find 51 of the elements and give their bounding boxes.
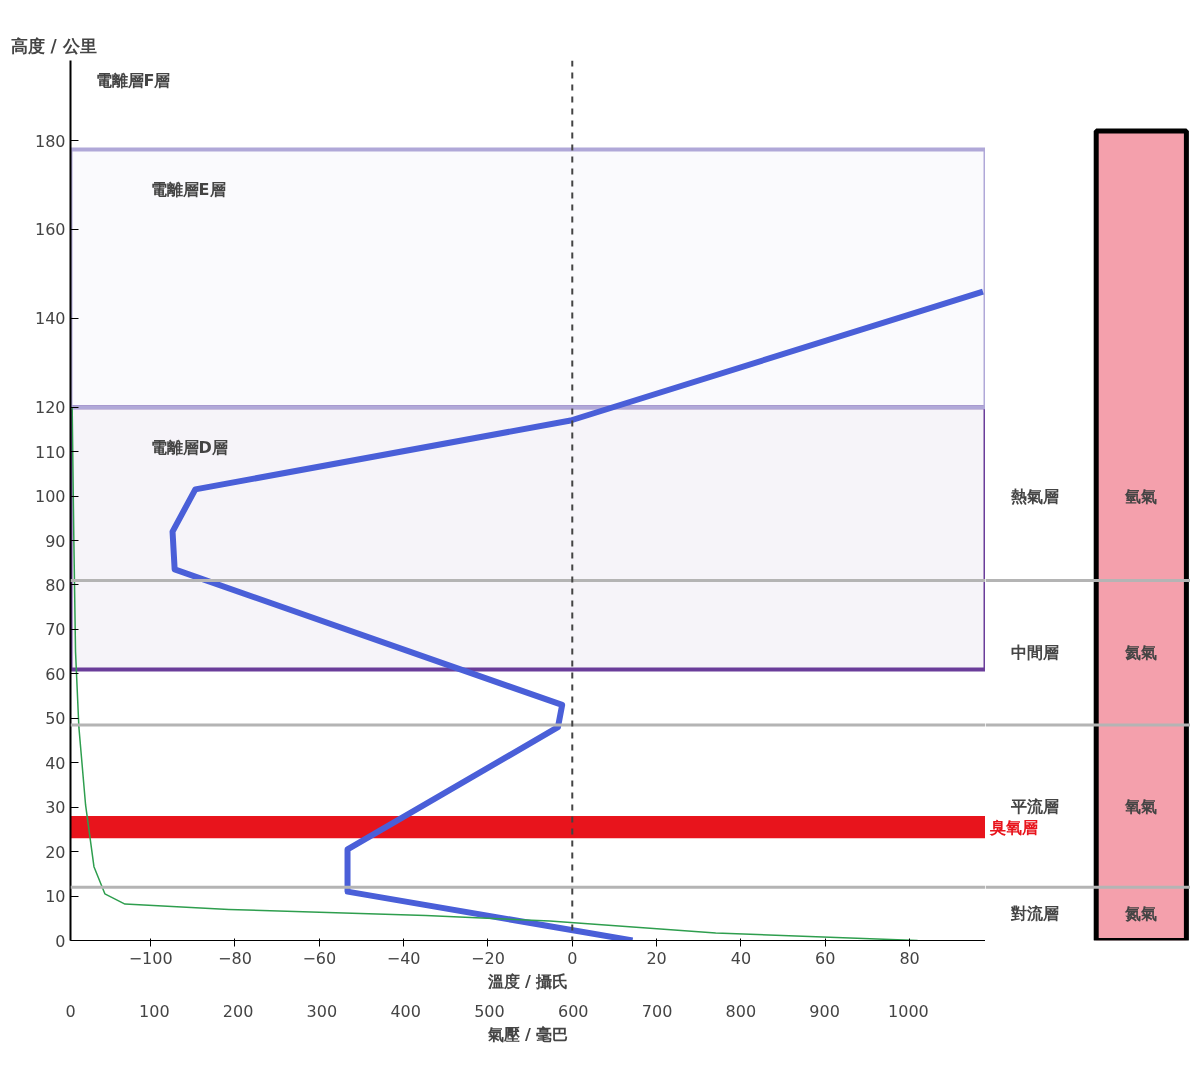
x2-tick-label: 500 [474, 1001, 505, 1021]
y-axis-title: 高度 / 公里 [10, 35, 97, 56]
y-tick-label: 60 [45, 664, 66, 684]
y-tick-label: 180 [34, 131, 66, 151]
y-tick-label: 30 [45, 798, 66, 818]
y-tick-label: 40 [45, 753, 66, 773]
x-tick-label: 40 [730, 948, 752, 968]
text: 對流層 [1009, 904, 1059, 924]
band-label: 電離層E層 [150, 180, 226, 200]
x-tick-label: −40 [386, 948, 421, 968]
x-tick-label: 80 [899, 948, 920, 968]
y-tick-label: 70 [45, 620, 66, 640]
text: 熱氣層 [1009, 487, 1059, 506]
text: 氧氣 [1124, 796, 1158, 816]
y-tick-label: 80 [45, 575, 66, 595]
x-tick-label: 60 [815, 948, 836, 968]
x2-tick-label: 400 [390, 1001, 421, 1021]
x-tick-label: −20 [471, 948, 505, 968]
y-tick-label: 120 [34, 398, 66, 418]
x2-tick-label: 300 [306, 1001, 338, 1021]
band-label: 臭氧層 [988, 817, 1038, 837]
x2-axis-title: 氣壓 / 毫巴 [486, 1024, 569, 1044]
y-tick-label: 100 [34, 487, 66, 507]
text: 平流層 [1009, 796, 1059, 816]
x2-tick-label: 900 [809, 1001, 840, 1021]
y-tick-label: 50 [45, 709, 66, 729]
x-tick-label: 0 [567, 948, 578, 968]
y-tick-label: 0 [55, 931, 66, 951]
y-tick-label: 10 [45, 887, 66, 907]
y-tick-label: 20 [45, 842, 66, 862]
text: 氦氣 [1124, 643, 1158, 663]
annotation: 電離層F層 [95, 71, 171, 90]
x2-tick-label: 800 [725, 1001, 757, 1021]
x-tick-label: −100 [128, 948, 173, 968]
band-label: 電離層D層 [150, 438, 228, 458]
y-tick-label: 110 [34, 442, 66, 462]
y-tick-label: 90 [45, 531, 66, 551]
x-tick-label: 20 [646, 948, 667, 968]
x2-tick-label: 100 [139, 1001, 170, 1021]
x2-tick-label: 700 [641, 1001, 673, 1021]
x2-tick-label: 600 [557, 1001, 589, 1021]
y-tick-label: 160 [34, 220, 66, 240]
x2-tick-label: 1000 [888, 1001, 929, 1021]
x-axis-title: 溫度 / 攝氏 [486, 971, 569, 991]
x-tick-label: −80 [218, 948, 252, 968]
x-tick-label: −60 [302, 948, 337, 968]
y-tick-label: 140 [34, 309, 66, 329]
text: 中間層 [1010, 643, 1059, 663]
text: 氮氣 [1124, 904, 1158, 924]
text: 氫氣 [1124, 487, 1158, 506]
x2-tick-label: 200 [222, 1001, 254, 1021]
